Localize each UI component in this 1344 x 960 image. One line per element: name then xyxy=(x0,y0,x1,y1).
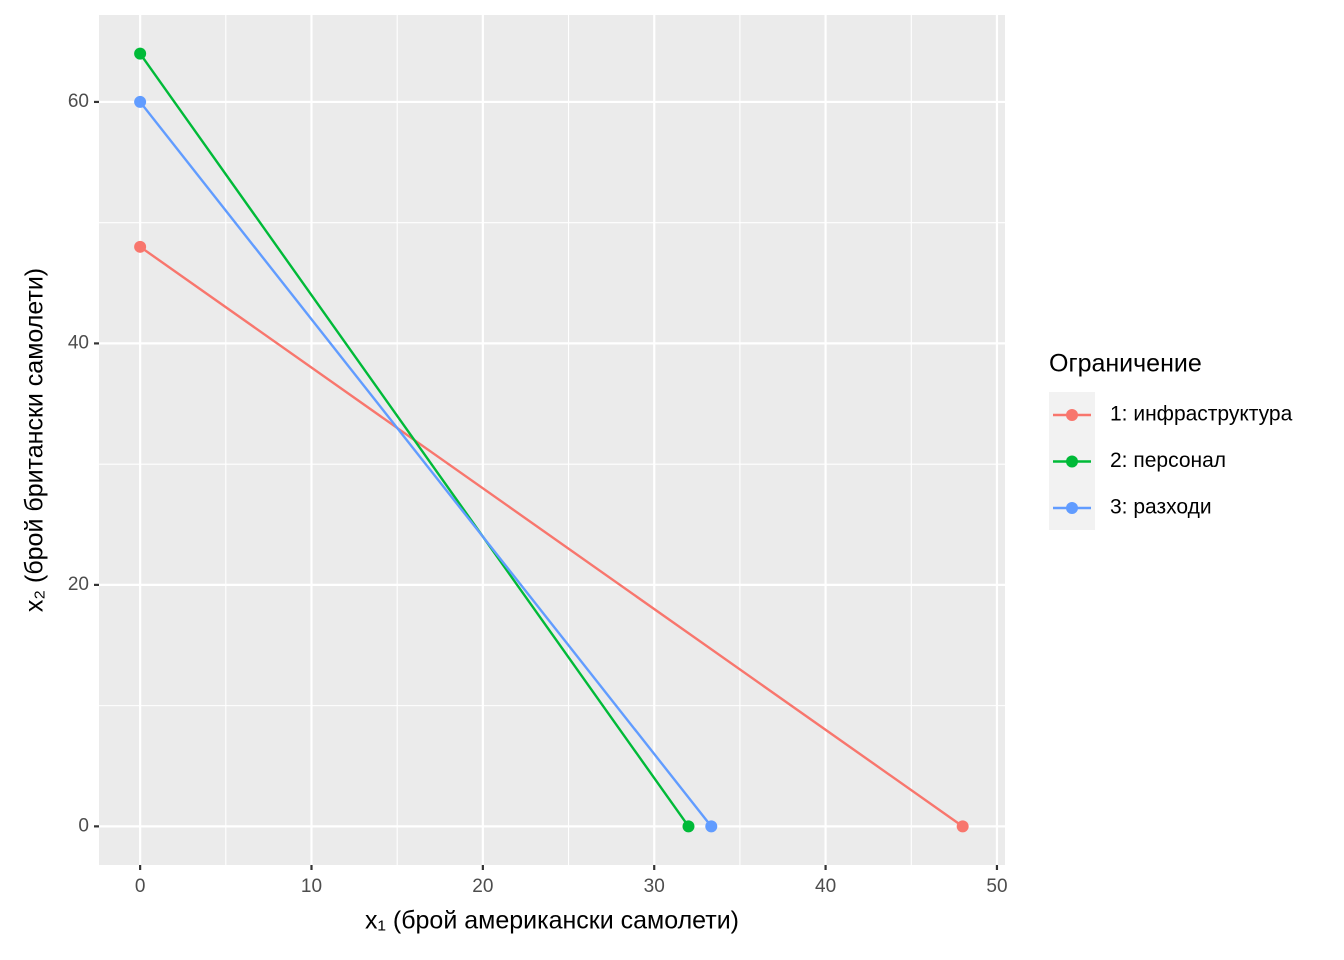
x-tick-label: 20 xyxy=(472,876,493,897)
legend-title: Ограничение xyxy=(1049,350,1202,378)
series-line xyxy=(139,52,690,828)
data-point xyxy=(705,820,718,833)
series-line xyxy=(139,101,713,828)
marks xyxy=(134,47,969,833)
x-tick-label: 40 xyxy=(815,876,836,897)
legend-label: 1: инфраструктура xyxy=(1110,403,1293,426)
data-point xyxy=(134,47,147,60)
legend-label: 2: персонал xyxy=(1110,449,1226,472)
series-line xyxy=(139,245,964,828)
x-tick-label: 30 xyxy=(644,876,665,897)
legend-key-point xyxy=(1066,455,1078,468)
y-tick-label: 0 xyxy=(78,815,89,836)
data-point xyxy=(134,95,147,108)
legend-key-point xyxy=(1066,409,1078,421)
x-axis-title: x₁ (брой американски самолети) xyxy=(365,907,739,935)
data-point xyxy=(134,240,147,253)
grid xyxy=(99,15,1005,865)
y-tick-label: 40 xyxy=(68,332,89,353)
x-tick-label: 0 xyxy=(135,876,146,897)
x-tick-label: 10 xyxy=(301,876,322,897)
y-tick-label: 20 xyxy=(68,574,89,595)
legend-label: 3: разходи xyxy=(1110,496,1212,519)
legend-key-point xyxy=(1066,502,1078,514)
panel xyxy=(99,15,1005,865)
data-point xyxy=(682,820,695,833)
x-tick-label: 50 xyxy=(986,876,1007,897)
y-axis-title: x₂ (брой британски самолети) xyxy=(21,268,49,612)
y-tick-label: 60 xyxy=(68,91,89,112)
data-point xyxy=(956,820,969,833)
